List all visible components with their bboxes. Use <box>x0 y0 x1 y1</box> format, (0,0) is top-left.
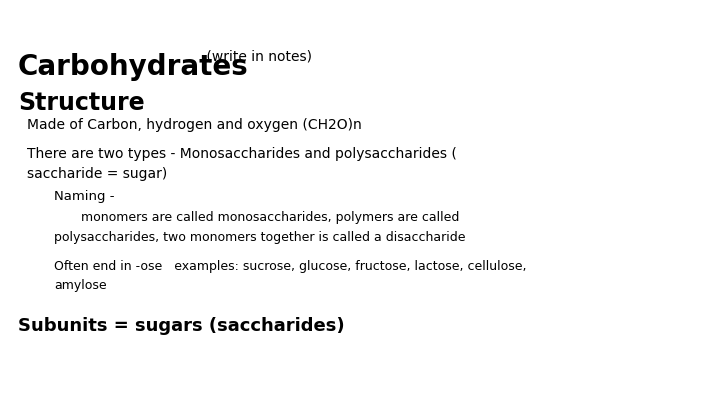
Text: Naming -: Naming - <box>54 190 114 203</box>
Text: Often end in -ose   examples: sucrose, glucose, fructose, lactose, cellulose,: Often end in -ose examples: sucrose, glu… <box>54 260 526 273</box>
Text: Carbohydrates: Carbohydrates <box>18 53 248 81</box>
Text: There are two types - Monosaccharides and polysaccharides (: There are two types - Monosaccharides an… <box>27 147 457 161</box>
Text: Made of Carbon, hydrogen and oxygen (CH2O)n: Made of Carbon, hydrogen and oxygen (CH2… <box>27 118 362 132</box>
Text: monomers are called monosaccharides, polymers are called: monomers are called monosaccharides, pol… <box>65 211 459 224</box>
Text: (write in notes): (write in notes) <box>202 49 312 64</box>
Text: polysaccharides, two monomers together is called a disaccharide: polysaccharides, two monomers together i… <box>54 231 466 244</box>
Text: Subunits = sugars (saccharides): Subunits = sugars (saccharides) <box>18 317 345 335</box>
Text: saccharide = sugar): saccharide = sugar) <box>27 167 168 181</box>
Text: Structure: Structure <box>18 91 145 115</box>
Text: amylose: amylose <box>54 279 107 292</box>
